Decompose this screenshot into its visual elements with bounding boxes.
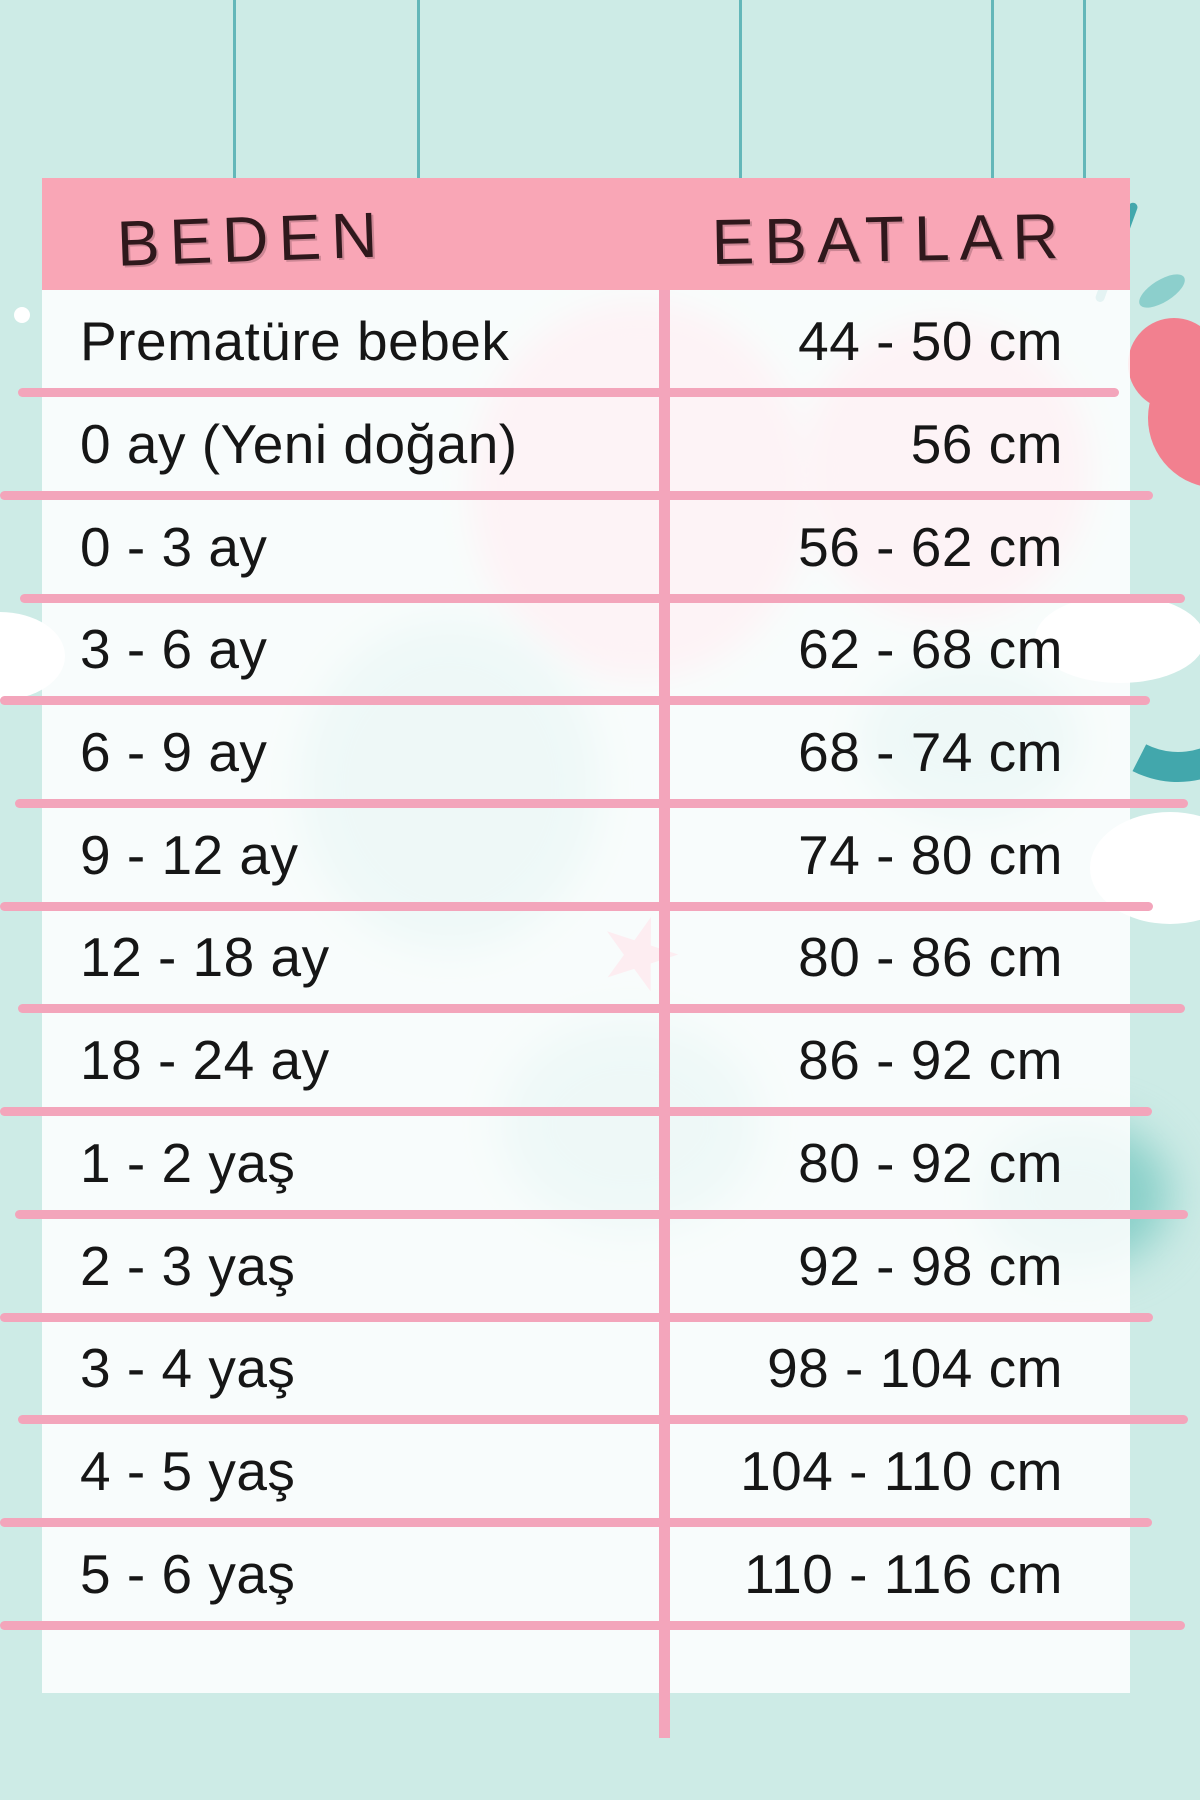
table-row: 0 - 3 ay 56 - 62 cm — [42, 495, 1130, 598]
size-cell: 2 - 3 yaş — [80, 1234, 296, 1297]
size-cell: 6 - 9 ay — [80, 721, 268, 784]
table-row: 0 ay (Yeni doğan) 56 cm — [42, 393, 1130, 496]
row-separator-line — [0, 1517, 1152, 1527]
range-cell: 86 - 92 cm — [798, 1029, 1063, 1092]
size-cell: 4 - 5 yaş — [80, 1439, 296, 1502]
cherry-leaf-icon — [1134, 267, 1190, 315]
size-cell: 0 ay (Yeni doğan) — [80, 413, 518, 476]
row-separator-line — [18, 1004, 1185, 1014]
row-separator-line — [0, 901, 1153, 911]
table-row: 1 - 2 yaş 80 - 92 cm — [42, 1112, 1130, 1215]
column-header-ebatlar: EBATLAR — [710, 199, 1070, 279]
row-separator-line — [0, 1620, 1185, 1630]
hanging-string — [1083, 0, 1086, 200]
range-cell: 74 - 80 cm — [798, 823, 1063, 886]
table-row: 5 - 6 yaş 110 - 116 cm — [42, 1522, 1130, 1625]
column-header-beden: BEDEN — [115, 198, 389, 280]
table-row: 2 - 3 yaş 92 - 98 cm — [42, 1214, 1130, 1317]
column-divider-line — [659, 290, 670, 1738]
size-cell: 1 - 2 yaş — [80, 1131, 296, 1194]
row-separator-line — [15, 1209, 1188, 1219]
dot-icon — [14, 307, 30, 323]
size-cell: Prematüre bebek — [80, 310, 510, 373]
row-separator-line — [18, 388, 1119, 398]
table-row: 18 - 24 ay 86 - 92 cm — [42, 1009, 1130, 1112]
table-row: 3 - 6 ay 62 - 68 cm — [42, 598, 1130, 701]
hanging-string — [233, 0, 236, 200]
size-cell: 9 - 12 ay — [80, 823, 299, 886]
size-cell: 5 - 6 yaş — [80, 1542, 296, 1605]
range-cell: 80 - 92 cm — [798, 1131, 1063, 1194]
range-cell: 80 - 86 cm — [798, 926, 1063, 989]
range-cell: 104 - 110 cm — [740, 1439, 1063, 1502]
row-separator-line — [0, 1107, 1152, 1117]
range-cell: 56 cm — [910, 413, 1063, 476]
row-separator-line — [0, 490, 1153, 500]
size-cell: 18 - 24 ay — [80, 1029, 330, 1092]
table-row: Prematüre bebek 44 - 50 cm — [42, 290, 1130, 393]
hanging-string — [739, 0, 742, 200]
range-cell: 62 - 68 cm — [798, 618, 1063, 681]
row-separator-line — [0, 696, 1150, 706]
table-row: 3 - 4 yaş 98 - 104 cm — [42, 1317, 1130, 1420]
row-separator-line — [18, 1415, 1188, 1425]
table-header-row: BEDEN EBATLAR — [42, 178, 1130, 290]
table-row: 9 - 12 ay 74 - 80 cm — [42, 803, 1130, 906]
hanging-string — [417, 0, 420, 200]
range-cell: 92 - 98 cm — [798, 1234, 1063, 1297]
size-cell: 0 - 3 ay — [80, 515, 268, 578]
range-cell: 44 - 50 cm — [798, 310, 1063, 373]
range-cell: 98 - 104 cm — [767, 1337, 1063, 1400]
row-separator-line — [0, 1312, 1153, 1322]
size-cell: 3 - 6 ay — [80, 618, 268, 681]
table-row: 4 - 5 yaş 104 - 110 cm — [42, 1420, 1130, 1523]
table-row: 12 - 18 ay 80 - 86 cm — [42, 906, 1130, 1009]
size-cell: 12 - 18 ay — [80, 926, 330, 989]
table-rows: Prematüre bebek 44 - 50 cm 0 ay (Yeni doğa… — [42, 290, 1130, 1625]
row-separator-line — [15, 799, 1188, 808]
range-cell: 68 - 74 cm — [798, 721, 1063, 784]
hanging-string — [991, 0, 994, 200]
table-row: 6 - 9 ay 68 - 74 cm — [42, 701, 1130, 804]
range-cell: 110 - 116 cm — [744, 1542, 1063, 1605]
row-separator-line — [20, 593, 1185, 603]
range-cell: 56 - 62 cm — [798, 515, 1063, 578]
size-cell: 3 - 4 yaş — [80, 1337, 296, 1400]
size-table: BEDEN EBATLAR Prematüre bebek 44 - 50 cm 0… — [0, 178, 1188, 1738]
